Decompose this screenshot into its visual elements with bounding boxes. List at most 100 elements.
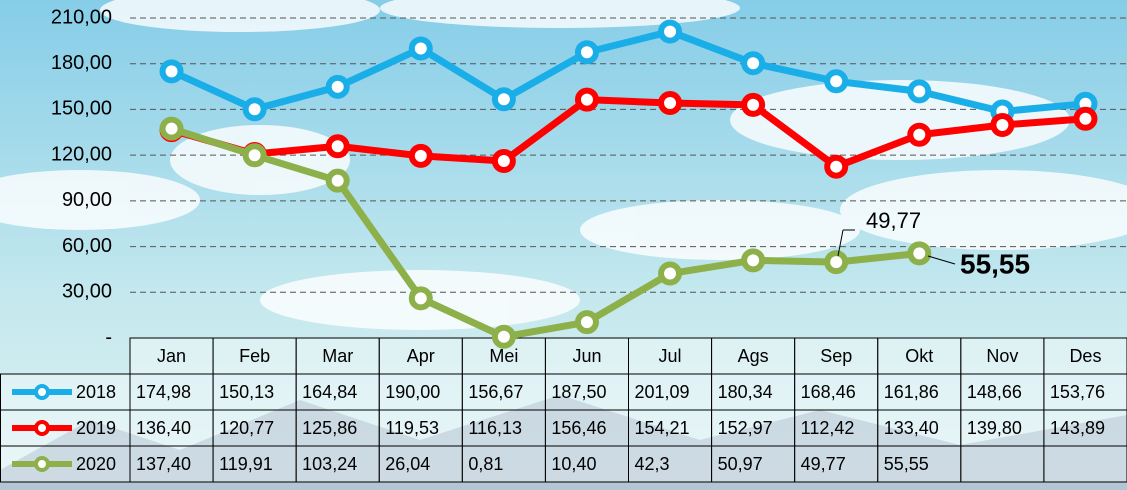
- table-value: 152,97: [718, 418, 773, 438]
- legend-marker: [34, 456, 50, 472]
- point: [242, 143, 267, 168]
- point: [824, 250, 849, 275]
- table-value: 0,81: [468, 454, 503, 474]
- table-value: 10,40: [551, 454, 596, 474]
- table-cell: [1043, 373, 1127, 411]
- x-tick-label: Mei: [489, 346, 518, 366]
- table-cell: [378, 337, 463, 375]
- y-tick-label: 210,00: [51, 6, 112, 28]
- point: [159, 59, 184, 84]
- table-cell: [877, 445, 962, 483]
- x-tick-label: Jul: [659, 346, 682, 366]
- point: [242, 97, 267, 122]
- y-tick-label: 30,00: [62, 281, 112, 303]
- table-value: 103,24: [302, 454, 357, 474]
- table-value: 201,09: [635, 382, 690, 402]
- table-cell: [1043, 445, 1127, 483]
- point: [325, 134, 350, 159]
- table-cell: [544, 337, 630, 375]
- point: [574, 310, 599, 335]
- y-tick-label: 120,00: [51, 143, 112, 165]
- mountains: [0, 395, 1127, 490]
- table-cell: [960, 373, 1045, 411]
- annotation: 55,55: [960, 248, 1030, 279]
- point: [990, 112, 1015, 137]
- point: [741, 92, 766, 117]
- table-cell: [711, 409, 796, 447]
- point: [824, 69, 849, 94]
- y-tick-label: 90,00: [62, 189, 112, 211]
- y-tick-label: 60,00: [62, 235, 112, 257]
- table-cell: [1043, 409, 1127, 447]
- table-value: 154,21: [635, 418, 690, 438]
- table-cell: [960, 445, 1045, 483]
- point: [491, 324, 516, 349]
- table-value: 161,86: [884, 382, 939, 402]
- table-value: 42,3: [635, 454, 670, 474]
- y-tick-label: 150,00: [51, 98, 112, 120]
- table-value: 180,34: [718, 382, 773, 402]
- table-value: 112,42: [801, 418, 855, 438]
- table-value: 187,50: [551, 382, 606, 402]
- table-cell: [711, 373, 796, 411]
- legend-marker: [34, 420, 50, 436]
- table-cell: [628, 409, 713, 447]
- point: [491, 149, 516, 174]
- table-value: 150,13: [219, 382, 274, 402]
- table-value: 55,55: [884, 454, 929, 474]
- legend-label: 2019: [76, 418, 116, 438]
- point: [907, 122, 932, 147]
- point: [907, 79, 932, 104]
- legend-label: 2020: [76, 454, 116, 474]
- table-value: 137,40: [136, 454, 191, 474]
- table-cell: [212, 373, 297, 411]
- table-cell: [378, 373, 463, 411]
- table-cell: [711, 337, 796, 375]
- table-value: 50,97: [718, 454, 763, 474]
- legend-label: 2018: [76, 382, 116, 402]
- table-cell: [544, 409, 630, 447]
- x-tick-label: Mar: [322, 346, 353, 366]
- table-cell: [295, 445, 380, 483]
- point: [574, 40, 599, 65]
- point: [325, 168, 350, 193]
- point: [325, 74, 350, 99]
- table-value: 139,80: [967, 418, 1022, 438]
- table-value: 116,13: [468, 418, 522, 438]
- table-value: 125,86: [302, 418, 357, 438]
- point: [408, 143, 433, 168]
- table-cell: [378, 409, 463, 447]
- table-value: 26,04: [385, 454, 430, 474]
- table-value: 120,77: [219, 418, 274, 438]
- x-tick-label: Jan: [157, 346, 186, 366]
- table-cell: [295, 373, 380, 411]
- series-line: [170, 28, 1086, 115]
- table-cell: [877, 337, 962, 375]
- table-cell: [1043, 337, 1127, 375]
- x-tick-label: Apr: [407, 346, 435, 366]
- table-cell: [461, 373, 546, 411]
- table-cell: [378, 445, 463, 483]
- table-value: 168,46: [801, 382, 856, 402]
- table-value: 156,67: [468, 382, 523, 402]
- table-cell: [794, 373, 879, 411]
- point: [574, 87, 599, 112]
- table-value: 49,77: [801, 454, 846, 474]
- point: [408, 286, 433, 311]
- callout-line: [837, 229, 844, 257]
- table-cell: [711, 445, 796, 483]
- x-tick-label: Feb: [239, 346, 270, 366]
- x-tick-label: Jun: [572, 346, 601, 366]
- series-line: [170, 125, 920, 341]
- point: [741, 248, 766, 273]
- point: [1073, 106, 1098, 131]
- series-line: [170, 96, 1086, 171]
- point: [907, 241, 932, 266]
- point: [159, 116, 184, 141]
- table-value: 143,89: [1050, 418, 1105, 438]
- y-tick-label: 180,00: [51, 52, 112, 74]
- callout-line: [927, 255, 956, 265]
- x-tick-label: Nov: [986, 346, 1018, 366]
- table-value: 156,46: [551, 418, 606, 438]
